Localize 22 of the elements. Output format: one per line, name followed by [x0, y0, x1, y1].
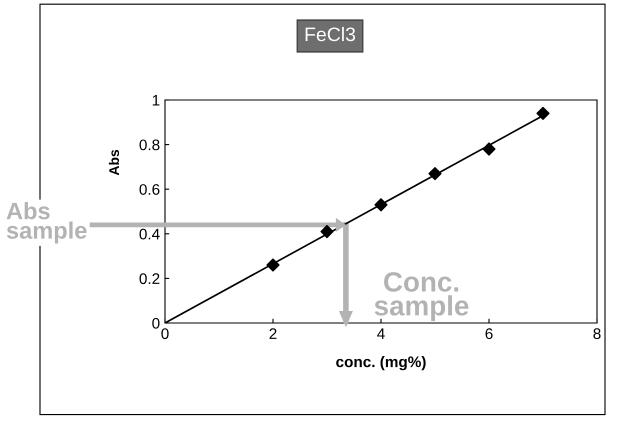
y-tick-label: 0 — [152, 318, 160, 329]
point — [266, 258, 280, 272]
y-tick-label: 0.2 — [140, 273, 160, 284]
x-tick-label: 8 — [593, 328, 601, 340]
x-axis-title: conc. (mg%) — [336, 356, 426, 370]
ref-line-label: Conc. sample — [374, 272, 468, 322]
y-tick-label: 0.4 — [140, 228, 160, 240]
y-tick-label: 0.8 — [140, 139, 160, 150]
point — [536, 106, 550, 120]
x-tick-label: 4 — [377, 328, 385, 339]
point — [482, 142, 496, 156]
point — [374, 198, 388, 212]
x-tick-label: 0 — [161, 328, 169, 340]
x-tick-label: 6 — [486, 328, 493, 340]
y-tick-label: 0.6 — [140, 184, 160, 195]
point — [428, 167, 442, 180]
ref-line-label: Abs sample — [6, 202, 87, 244]
y-axis-title: Abs — [108, 150, 120, 176]
point — [320, 224, 334, 238]
chart-title: FeCl3 — [306, 26, 356, 42]
y-tick-label: 1 — [152, 95, 160, 106]
x-tick-label: 2 — [270, 328, 276, 339]
